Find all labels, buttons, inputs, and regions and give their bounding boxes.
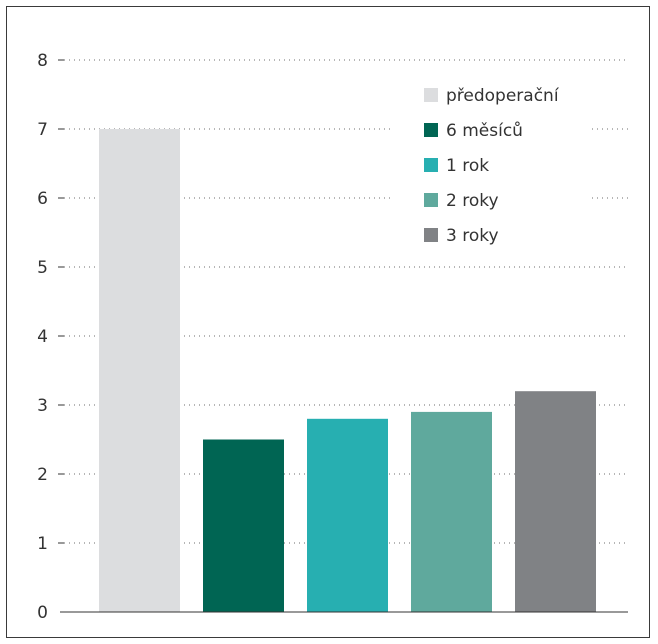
legend-label-1: předoperační <box>446 86 560 106</box>
y-tick-label: 5 <box>37 258 48 278</box>
y-axis-ticks: 0 1 2 3 4 5 6 7 8 <box>37 51 64 623</box>
legend-label-5: 3 roky <box>446 226 499 246</box>
legend-swatch-1 <box>424 88 438 102</box>
y-tick-label: 2 <box>37 465 48 485</box>
legend-label-4: 2 roky <box>446 191 499 211</box>
y-tick-label: 8 <box>37 51 48 71</box>
legend-swatch-5 <box>424 228 438 242</box>
y-tick-label: 0 <box>37 603 48 623</box>
legend-label-3: 1 rok <box>446 156 489 176</box>
legend-swatch-2 <box>424 123 438 137</box>
y-tick-label: 4 <box>37 327 48 347</box>
bar-4 <box>411 411 492 612</box>
legend: předoperační 6 měsíců 1 rok 2 roky 3 roky <box>418 81 584 249</box>
y-tick-label: 3 <box>37 396 48 416</box>
bar-3 <box>307 418 388 612</box>
legend-background <box>418 81 584 249</box>
y-tick-label: 1 <box>37 534 48 554</box>
bars <box>99 129 596 612</box>
legend-swatch-3 <box>424 158 438 172</box>
bar-1 <box>99 129 180 612</box>
y-tick-label: 7 <box>37 120 48 140</box>
legend-label-2: 6 měsíců <box>446 121 523 141</box>
bar-5 <box>515 391 596 612</box>
bar-2 <box>203 439 284 612</box>
y-tick-label: 6 <box>37 189 48 209</box>
legend-swatch-4 <box>424 193 438 207</box>
